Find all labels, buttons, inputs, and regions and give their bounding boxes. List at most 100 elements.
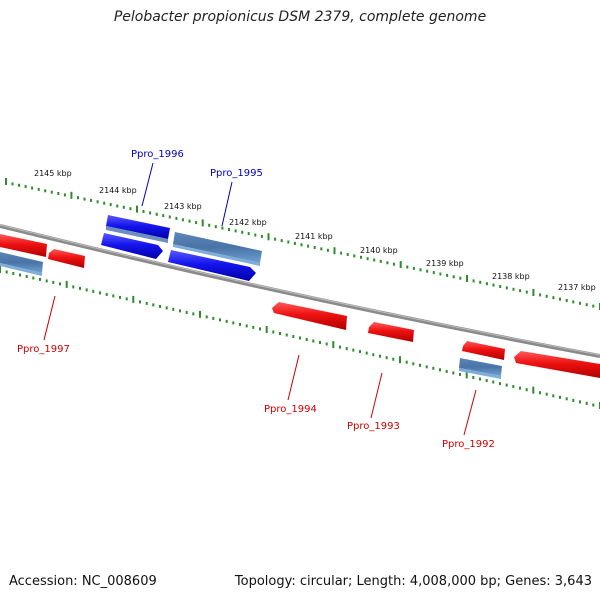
minor-tick: [445, 369, 448, 373]
major-tick: [265, 326, 268, 333]
minor-tick: [525, 290, 528, 294]
minor-tick: [565, 299, 568, 302]
minor-tick: [459, 276, 462, 280]
gene-label[interactable]: Ppro_1994: [264, 404, 317, 415]
minor-tick: [325, 342, 328, 346]
gene-ppro-1995[interactable]: [168, 250, 256, 281]
minor-tick: [393, 262, 395, 266]
minor-tick: [44, 189, 47, 193]
minor-tick: [254, 233, 257, 237]
minor-tick: [552, 394, 555, 398]
gene-ppro-1994[interactable]: [272, 302, 347, 330]
minor-tick: [245, 324, 248, 328]
minor-tick: [419, 363, 421, 367]
accession-text: Accession: NC_008609: [9, 574, 157, 589]
minor-tick: [155, 212, 158, 216]
minor-tick: [340, 251, 343, 255]
scale-label: 2145 kbp: [34, 169, 72, 178]
minor-tick: [592, 403, 595, 407]
minor-tick: [168, 215, 171, 219]
minor-tick: [172, 307, 175, 311]
gene-ppro-1995-selected[interactable]: [173, 232, 262, 266]
major-tick: [267, 233, 270, 241]
gene-ppro-1993[interactable]: [368, 322, 414, 342]
minor-tick: [373, 258, 376, 262]
minor-tick: [492, 380, 495, 384]
minor-tick: [319, 341, 321, 344]
major-tick: [136, 205, 138, 213]
minor-tick: [305, 338, 308, 341]
minor-tick: [326, 248, 329, 252]
minor-tick: [45, 279, 48, 283]
gene-ppro-1997-selected[interactable]: [0, 252, 43, 276]
minor-tick: [552, 296, 555, 300]
major-tick: [532, 386, 535, 394]
minor-tick: [472, 279, 475, 283]
minor-tick: [505, 383, 508, 387]
minor-tick: [313, 246, 316, 249]
minor-tick: [406, 265, 409, 269]
minor-tick: [116, 204, 119, 208]
gene-label[interactable]: Ppro_1993: [347, 421, 400, 432]
minor-tick: [579, 400, 581, 404]
scale-label: 2142 kbp: [229, 218, 267, 227]
gene-label[interactable]: Ppro_1996: [131, 149, 184, 160]
major-tick: [0, 266, 1, 273]
minor-tick: [63, 193, 66, 197]
minor-tick: [519, 386, 521, 390]
minor-tick: [452, 275, 455, 279]
minor-tick: [188, 219, 191, 223]
minor-tick: [352, 348, 355, 352]
leader-line: [463, 389, 477, 436]
minor-tick: [272, 330, 275, 334]
major-tick: [465, 371, 468, 379]
gene-label[interactable]: Ppro_1995: [210, 168, 263, 179]
minor-tick: [379, 354, 381, 358]
minor-tick: [77, 196, 79, 200]
minor-tick: [360, 255, 362, 259]
minor-tick: [293, 241, 296, 245]
minor-tick: [185, 310, 188, 314]
minor-tick: [426, 269, 429, 273]
minor-tick: [18, 183, 21, 187]
scale-label: 2141 kbp: [295, 232, 333, 241]
gene-ppro-1997[interactable]: [48, 249, 85, 268]
lower-scale-ticks: [0, 266, 600, 409]
minor-tick: [112, 294, 115, 298]
minor-tick: [505, 286, 508, 290]
gene-ppro-1996[interactable]: [101, 233, 163, 259]
minor-tick: [125, 297, 128, 301]
major-tick: [199, 310, 201, 318]
minor-tick: [195, 221, 198, 225]
major-tick: [332, 341, 335, 349]
gene-ppro-1991-partial[interactable]: [514, 351, 600, 378]
minor-tick: [592, 304, 595, 308]
scale-label: 2143 kbp: [164, 202, 202, 211]
minor-tick: [525, 388, 528, 392]
minor-tick: [385, 356, 388, 360]
minor-tick: [103, 201, 106, 205]
minor-tick: [366, 257, 369, 261]
minor-tick: [152, 303, 155, 307]
gene-ppro-1992-selected[interactable]: [459, 358, 502, 379]
gene-ppro-1992-upper[interactable]: [462, 341, 505, 360]
minor-tick: [52, 280, 55, 284]
minor-tick: [90, 198, 93, 202]
minor-tick: [499, 382, 501, 386]
gene-label[interactable]: Ppro_1992: [442, 439, 495, 450]
minor-tick: [545, 294, 548, 298]
map-title: Pelobacter propionicus DSM 2379, complet…: [113, 9, 487, 25]
minor-tick: [31, 186, 34, 190]
gene-label[interactable]: Ppro_1997: [17, 344, 70, 355]
leader-line: [141, 162, 154, 207]
gene-ppro-1997-upper[interactable]: [0, 234, 47, 257]
genome-backbone-line: [0, 224, 600, 358]
minor-tick: [165, 306, 168, 310]
minor-tick: [479, 280, 482, 284]
minor-tick: [446, 273, 449, 277]
minor-tick: [39, 277, 41, 281]
gene-ppro-1996-selected[interactable]: [106, 215, 170, 243]
major-tick: [5, 178, 7, 185]
minor-tick: [214, 225, 217, 229]
